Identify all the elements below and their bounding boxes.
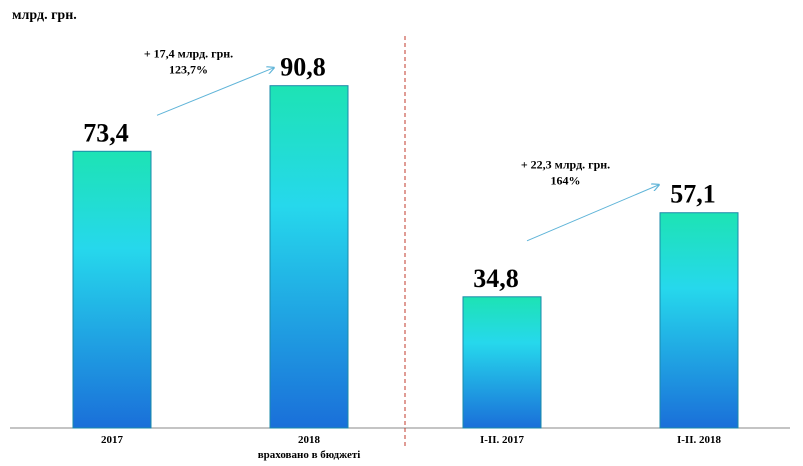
value-labels-group: 73,4 90,8 34,8 57,1 [83,53,716,293]
annotation-text: + 17,4 млрд. грн. [144,47,233,61]
value-label: 34,8 [473,264,519,293]
annotation-arrow [156,68,274,116]
value-label: 57,1 [670,180,716,209]
annotation-arrow [526,185,659,242]
bar [462,296,542,429]
x-tick-label: I-II. 2018 [677,434,722,446]
bar [269,85,349,429]
bar [72,150,152,429]
unit-label: млрд. грн. [12,8,77,23]
value-label: 73,4 [83,118,129,147]
bars-group [72,85,739,429]
annotation-text: 123,7% [169,63,208,77]
x-tick-label: 2017 [101,434,124,446]
bar [659,212,739,429]
value-label: 90,8 [280,53,326,82]
x-tick-label: I-II. 2017 [480,434,525,446]
annotation-text: 164% [551,174,581,188]
annotations-group: + 17,4 млрд. грн. 123,7% + 22,3 млрд. грн.… [144,47,659,242]
x-tick-sublabel: враховано в бюджеті [258,449,361,461]
x-tick-label: 2018 [298,434,321,446]
annotation-text: + 22,3 млрд. грн. [521,158,610,172]
x-tick-labels-group: 2017 2018 враховано в бюджеті I-II. 2017 I-I… [101,434,721,461]
